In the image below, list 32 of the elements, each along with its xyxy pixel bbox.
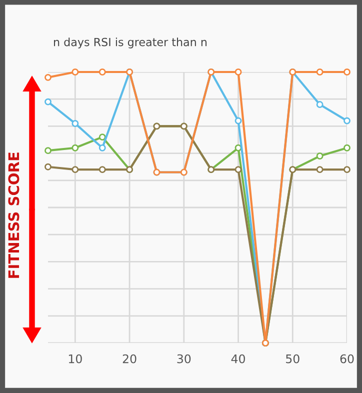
point bbox=[316, 166, 324, 174]
point bbox=[98, 134, 106, 141]
point bbox=[44, 98, 52, 106]
point bbox=[344, 117, 350, 124]
point bbox=[234, 144, 242, 152]
point bbox=[72, 120, 79, 127]
x-tick-label: 10 bbox=[68, 354, 82, 364]
point bbox=[234, 117, 242, 124]
point bbox=[344, 144, 350, 152]
point bbox=[344, 166, 350, 174]
point bbox=[234, 68, 242, 76]
point bbox=[316, 152, 324, 160]
point bbox=[316, 68, 324, 76]
point bbox=[72, 144, 79, 152]
point bbox=[98, 166, 106, 174]
y-axis-title: FITNESS SCORE bbox=[8, 152, 20, 278]
chart-title: n days RSI is greater than n bbox=[54, 38, 207, 48]
point bbox=[98, 144, 106, 152]
point bbox=[44, 163, 52, 170]
x-tick-label: 20 bbox=[122, 354, 136, 364]
point bbox=[98, 68, 106, 76]
point bbox=[234, 166, 242, 174]
x-tick-label: 50 bbox=[286, 354, 300, 364]
point bbox=[44, 147, 52, 154]
point bbox=[44, 74, 52, 81]
point bbox=[316, 101, 324, 108]
x-tick-label: 60 bbox=[340, 354, 354, 364]
x-tick-label: 40 bbox=[231, 354, 245, 364]
point bbox=[72, 166, 79, 174]
point bbox=[72, 68, 79, 76]
x-tick-label: 30 bbox=[177, 354, 191, 364]
point bbox=[344, 68, 350, 76]
